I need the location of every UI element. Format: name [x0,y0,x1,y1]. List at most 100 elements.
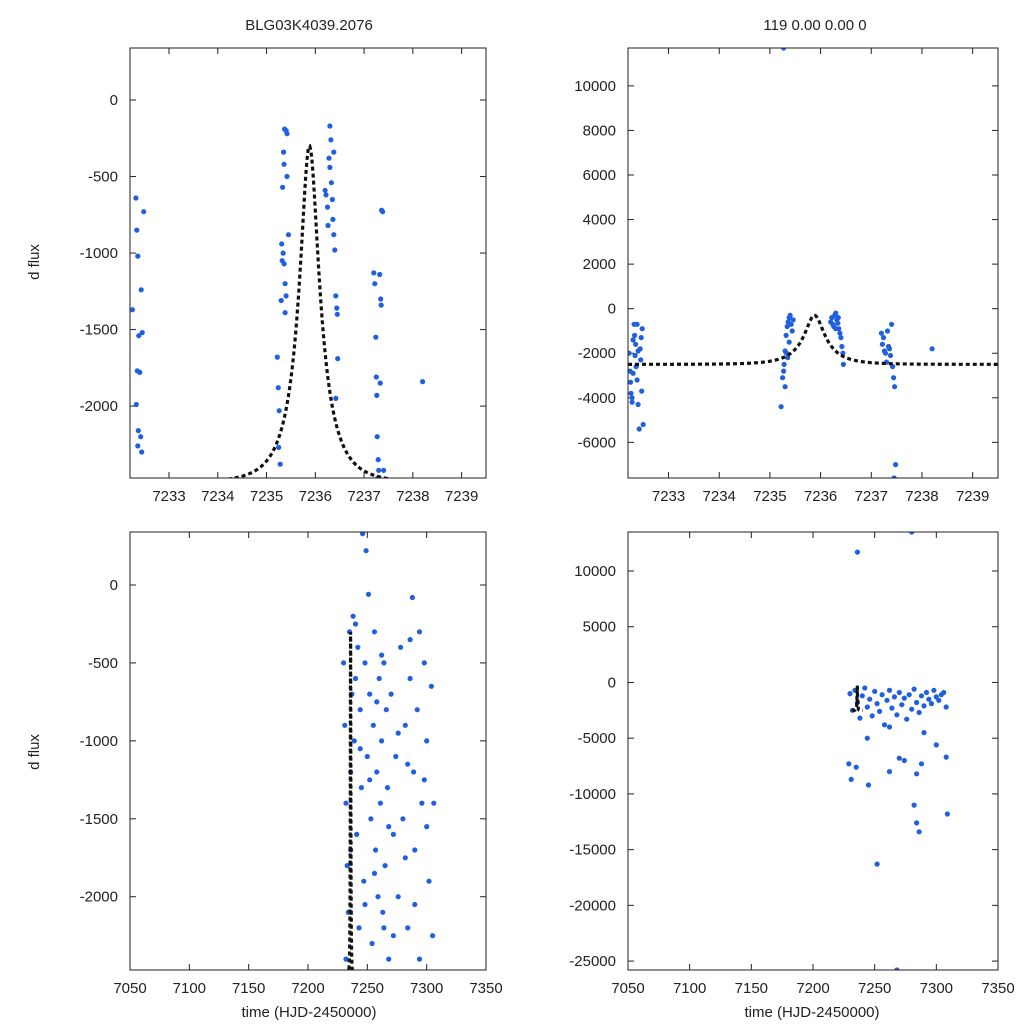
data-point [630,337,636,343]
data-point [419,800,425,806]
data-point [862,685,868,691]
data-point [781,361,787,367]
data-point [378,296,384,302]
ytick-label: -2000 [578,345,616,362]
data-point [889,705,895,711]
data-point [424,738,430,744]
data-points [846,532,951,970]
data-point [926,696,932,702]
data-point [371,270,377,276]
data-point [376,467,382,473]
data-point [886,346,893,352]
data-point [409,594,415,601]
xtick-label: 7300 [920,980,953,997]
data-point [886,724,893,730]
data-point [367,777,373,783]
data-point [430,933,436,939]
data-point [138,287,144,293]
data-point [421,660,427,666]
data-point [395,894,401,900]
xtick-label: 7237 [347,488,380,505]
data-point [133,195,139,201]
data-point [412,901,418,908]
data-point [333,395,339,401]
data-point [281,149,287,155]
data-point [933,742,939,748]
data-point [784,323,790,330]
data-point [416,956,423,962]
data-point [635,348,641,354]
data-point [428,683,434,689]
ytick-label: 0 [110,577,118,594]
data-point [402,722,408,728]
data-point [368,816,374,822]
data-point [281,161,287,167]
data-point [330,216,336,222]
ylabel-top: d flux [26,244,43,280]
data-point [326,155,332,161]
data-point [381,660,387,666]
data-point [837,330,843,336]
data-point [941,689,947,696]
xtick-label: 7233 [152,488,185,505]
xtick-label: 7350 [469,980,502,997]
panel-bottom-right: 7050 7100 7150 7200 7250 7300 7350 10000 5000 0 -5… [569,531,1015,997]
data-point [402,855,408,861]
data-point [874,861,880,867]
xtick-label: 7150 [735,980,768,997]
data-point [374,392,380,398]
data-point [914,820,920,826]
data-point [864,704,870,710]
data-point [281,261,287,267]
data-point [386,824,392,830]
data-point [928,701,935,707]
ytick-label: 0 [608,301,616,318]
data-point [388,691,394,697]
data-point [137,369,143,375]
data-point [407,637,413,643]
data-point [857,715,863,721]
data-point [865,782,872,788]
ytick-label: 0 [110,92,118,109]
data-point [872,688,878,695]
xtick-label: 7237 [855,488,888,505]
ytick-label: -6000 [578,434,616,451]
ytick-label: -1000 [80,733,118,750]
data-point [374,434,380,440]
data-point [370,722,376,728]
data-point [376,675,382,682]
data-point [788,321,794,327]
xtick-label: 7238 [905,488,938,505]
data-point [787,312,793,318]
data-point [333,293,339,299]
data-point [833,326,839,332]
data-point [918,693,925,699]
title-left: BLG03K4039.2076 [245,17,373,34]
data-point [884,697,890,703]
data-point [914,699,920,706]
ytick-label: 8000 [583,122,616,139]
data-point [921,730,927,736]
data-point [869,713,875,719]
data-point [894,712,900,718]
xtick-label: 7050 [113,980,146,997]
data-point [390,933,396,939]
data-point [414,707,420,713]
data-point [355,644,361,650]
data-point [371,629,378,635]
data-point [835,320,841,326]
ytick-label: -1500 [80,322,118,339]
ytick-label: -2000 [80,889,118,906]
data-point [380,209,386,215]
data-point [135,253,141,259]
data-point [352,675,359,682]
data-point [331,232,337,238]
data-point [364,753,370,760]
ytick-label: -1500 [80,811,118,828]
ylabel-bottom: d flux [26,734,43,770]
data-point [362,660,368,666]
data-point [357,707,363,713]
data-point [361,878,367,884]
data-point [393,753,399,760]
data-point [420,379,426,385]
